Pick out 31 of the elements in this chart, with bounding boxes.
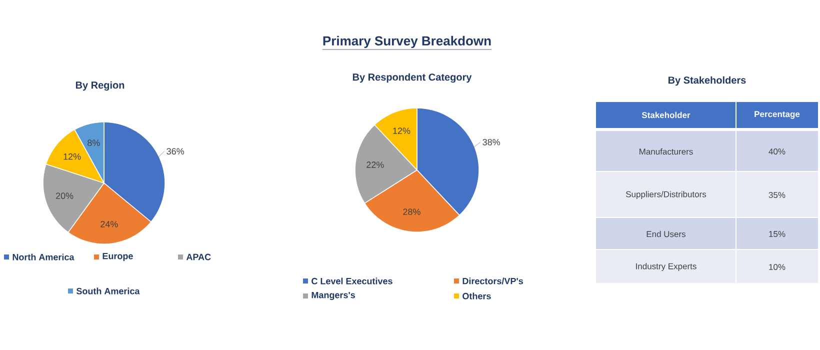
data-label: 15%: [769, 231, 786, 237]
data-label: 10%: [769, 264, 786, 270]
data-label: 12%: [64, 153, 81, 160]
category-label: End Users: [646, 230, 686, 238]
legend-label: Directors/VP's: [462, 278, 524, 284]
data-label: 22%: [366, 162, 384, 168]
data-label: 38%: [482, 138, 500, 146]
chart-title: Primary Survey Breakdown: [323, 36, 491, 48]
text: Percentage: [754, 111, 800, 119]
legend-label: C Level Executives: [312, 278, 392, 284]
data-label: 36%: [166, 148, 184, 155]
legend-label: North America: [12, 254, 74, 260]
data-label: 40%: [768, 148, 786, 154]
data-label: 28%: [403, 208, 420, 216]
data-label: 35%: [768, 192, 786, 198]
data-label: 24%: [100, 220, 118, 228]
category-label: Suppliers/Distributors: [626, 191, 706, 199]
data-label: 20%: [56, 192, 74, 200]
legend-label: Europe: [102, 252, 133, 262]
chart-title: By Region: [76, 81, 124, 91]
legend-label: APAC: [186, 254, 211, 260]
legend-label: Others: [462, 292, 491, 300]
chart-subtitle: By Respondent Category: [352, 73, 472, 83]
text: By Stakeholders: [668, 76, 746, 86]
legend-label: Mangers's: [312, 292, 355, 300]
legend-label: South America: [76, 288, 140, 294]
data-label: 8%: [88, 140, 100, 146]
category-label: Industry Experts: [636, 263, 696, 271]
data-label: 12%: [393, 128, 410, 134]
category-label: Manufacturers: [640, 148, 693, 155]
text: Stakeholder: [642, 112, 690, 118]
